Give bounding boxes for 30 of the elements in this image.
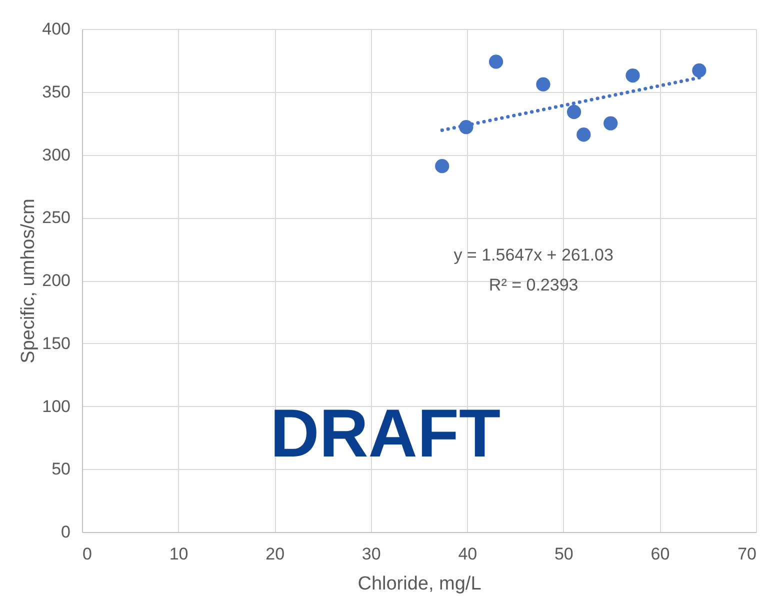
x-tick-label: 50 — [554, 544, 574, 564]
y-tick-label: 50 — [52, 460, 70, 479]
x-tick-label: 0 — [82, 544, 92, 564]
y-tick-label: 200 — [42, 271, 70, 290]
point — [576, 128, 591, 142]
point — [488, 54, 504, 69]
annotation: DRAFT — [270, 395, 501, 472]
point — [626, 68, 640, 83]
x-tick-label: 40 — [458, 544, 478, 564]
point — [692, 63, 706, 78]
y-tick-label: 400 — [42, 20, 70, 38]
point — [566, 104, 582, 120]
annotation: R² = 0.2393 — [488, 276, 578, 295]
x-tick-label: 10 — [169, 544, 188, 564]
y-tick-label: 100 — [42, 396, 70, 416]
point — [536, 77, 550, 92]
annotation: y = 1.5647x + 261.03 — [454, 245, 614, 264]
y-tick-label: 150 — [42, 334, 70, 353]
x-tick-label: 60 — [650, 544, 670, 564]
x-tick-label: 30 — [362, 544, 381, 564]
y-tick-label: 250 — [42, 208, 70, 228]
point — [435, 159, 450, 174]
x-tick-label: 20 — [266, 544, 285, 564]
x-axis-title: Chloride, mg/L — [358, 574, 482, 594]
y-tick-label: 0 — [61, 522, 70, 542]
y-tick-label: 350 — [42, 82, 70, 102]
x-tick-label: 70 — [738, 544, 756, 564]
y-axis-title: Specific, umhos/cm — [18, 198, 40, 364]
point — [604, 116, 618, 130]
y-tick-label: 300 — [42, 145, 70, 164]
